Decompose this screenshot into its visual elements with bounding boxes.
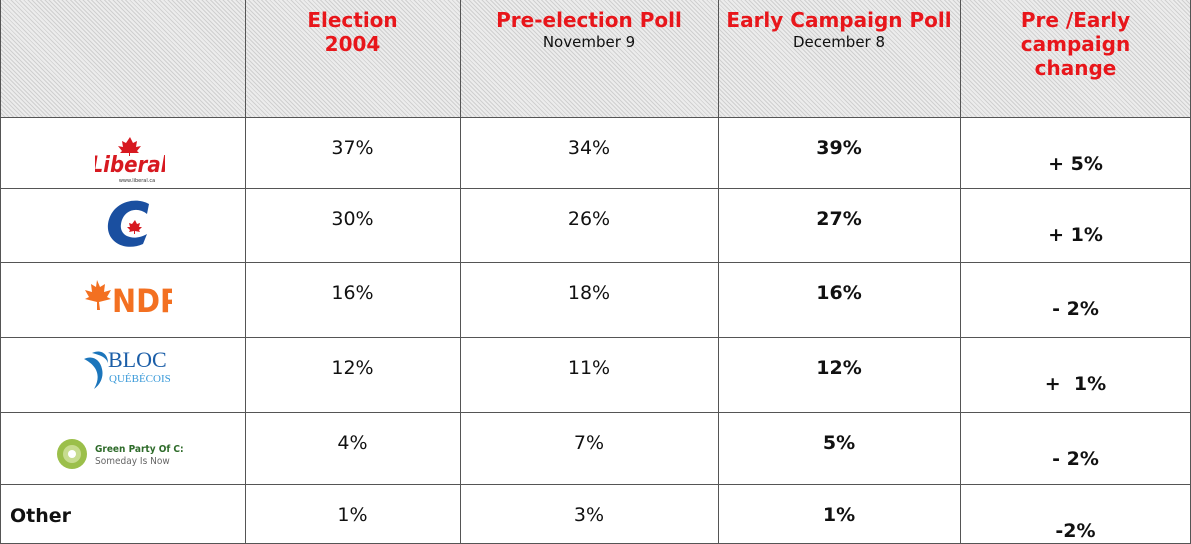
row-border <box>0 412 1191 413</box>
cell-value: 3% <box>573 504 605 526</box>
liberal-logo: Liberal www.liberal.ca <box>95 137 165 184</box>
header-date: December 8 <box>792 33 886 51</box>
column-header: Election 2004 <box>293 8 413 56</box>
logo-text: BLOC <box>108 347 167 372</box>
cell-value: 4% <box>337 432 368 454</box>
column-border <box>460 0 461 544</box>
column-border <box>245 0 246 544</box>
cell-value: 1% <box>822 504 856 526</box>
logo-text: Liberal <box>95 153 165 178</box>
cell-value: 37% <box>331 137 374 159</box>
row-label: Other <box>10 505 72 527</box>
cell-value: 11% <box>567 357 611 379</box>
header-title: Early Campaign Poll <box>726 8 952 32</box>
header-title: Pre /Early campaign change <box>1020 8 1131 80</box>
row-border <box>0 337 1191 338</box>
green-logo: Green Party Of C: Someday Is Now <box>57 439 184 469</box>
cell-value: + 5% <box>1048 153 1103 175</box>
logo-text: NDP <box>112 282 172 320</box>
column-header: Pre-election Poll November 9 <box>469 8 709 52</box>
column-border <box>718 0 719 544</box>
cell-value: - 2% <box>1052 448 1099 470</box>
row-border <box>0 117 1191 118</box>
row-border <box>0 188 1191 189</box>
logo-text: Green Party Of C: <box>95 444 184 455</box>
cell-value: 30% <box>331 208 374 230</box>
cell-value: 16% <box>816 282 862 304</box>
logo-subtext: QUÉBÉCOIS <box>109 373 171 385</box>
cell-value: 27% <box>816 208 862 230</box>
cell-value: 5% <box>822 432 856 454</box>
column-header: Pre /Early campaign change <box>1016 8 1136 80</box>
header-date: November 9 <box>542 33 636 51</box>
cell-value: 7% <box>573 432 605 454</box>
cell-value: 1% <box>337 504 368 526</box>
cell-value: 39% <box>816 137 862 159</box>
row-border <box>0 484 1191 485</box>
header-title: Pre-election Poll <box>496 8 682 32</box>
cell-value: + 1% <box>1048 224 1103 246</box>
column-border <box>0 0 1 544</box>
cell-value: 34% <box>567 137 611 159</box>
column-border <box>960 0 961 544</box>
cell-value: - 2% <box>1052 298 1099 320</box>
column-header: Early Campaign Poll December 8 <box>724 8 954 52</box>
row-border <box>0 262 1191 263</box>
logo-subtext: Someday Is Now <box>95 456 170 467</box>
cell-value: 12% <box>331 357 374 379</box>
ndp-logo: NDP <box>85 280 172 320</box>
cell-value: -2% <box>1055 520 1096 542</box>
bloc-logo: BLOC QUÉBÉCOIS <box>84 347 171 389</box>
header-background <box>0 0 1191 117</box>
conservative-logo <box>107 200 149 247</box>
cell-value: + 1% <box>1044 373 1107 395</box>
cell-value: 16% <box>331 282 374 304</box>
cell-value: 18% <box>567 282 611 304</box>
cell-value: 12% <box>816 357 862 379</box>
logo-url: www.liberal.ca <box>119 178 155 184</box>
header-title: Election 2004 <box>307 8 398 56</box>
cell-value: 26% <box>567 208 611 230</box>
